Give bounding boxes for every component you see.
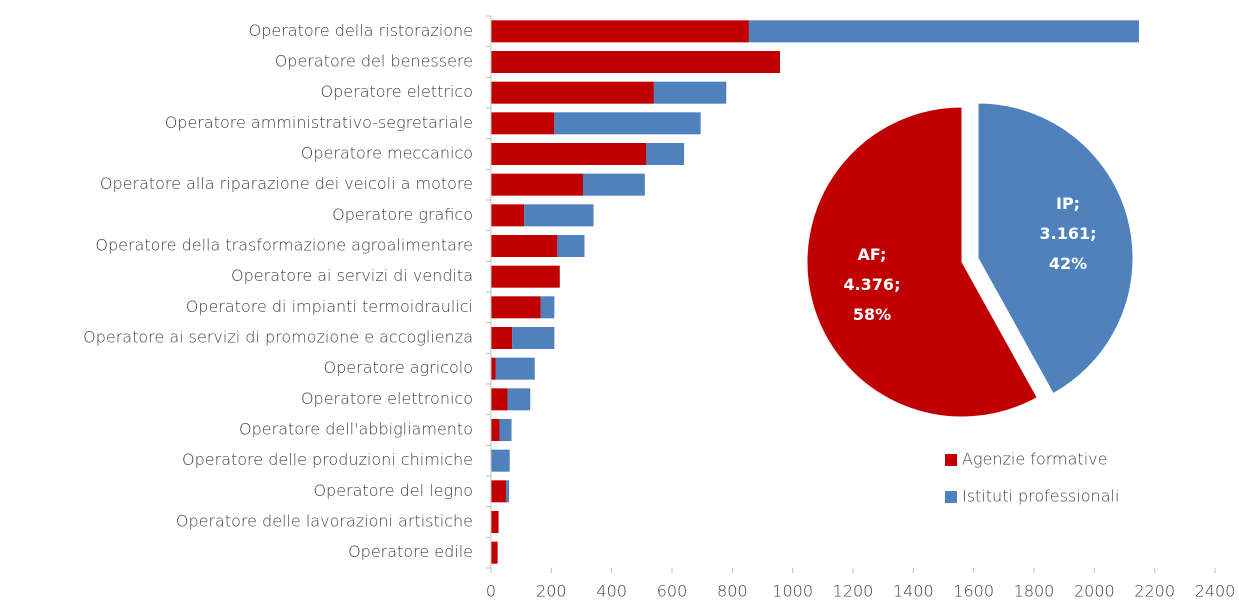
bar (653, 81, 727, 104)
bar (491, 143, 647, 165)
bar (491, 20, 749, 43)
legend-label: Istituti professionali (962, 487, 1119, 506)
pie-label-percent: 42% (1049, 254, 1087, 273)
x-tick-label: 2000 (1074, 582, 1115, 601)
bar (491, 511, 499, 533)
pie-label-value: 3.161; (1040, 224, 1097, 243)
bar (524, 204, 594, 227)
legend-swatch (945, 454, 957, 466)
bar (491, 296, 541, 319)
x-tick-label: 2400 (1195, 582, 1236, 601)
y-tick-label: Operatore elettronico (301, 389, 473, 408)
y-tick-label: Operatore della trasformazione agroalime… (95, 236, 473, 255)
x-tick-label: 2200 (1134, 582, 1175, 601)
y-tick-label: Operatore grafico (332, 205, 473, 224)
bar (491, 51, 780, 73)
y-tick-label: Operatore agricolo (324, 358, 473, 377)
bar (491, 541, 498, 564)
bar (491, 388, 508, 411)
y-tick-label: Operatore alla riparazione dei veicoli a… (100, 174, 473, 193)
bar (491, 173, 584, 196)
bar (491, 357, 496, 380)
bar (491, 204, 525, 227)
pie-label-category: AF; (858, 245, 887, 264)
y-tick-label: Operatore elettrico (321, 82, 473, 101)
bar (583, 173, 645, 196)
bar (491, 449, 510, 472)
x-tick-label: 0 (486, 582, 496, 601)
bar (557, 235, 585, 257)
y-tick-label: Operatore edile (348, 542, 473, 561)
y-tick-label: Operatore dell'abbigliamento (239, 420, 473, 439)
pie-label-percent: 58% (853, 305, 891, 324)
y-tick-label: Operatore meccanico (301, 144, 473, 163)
bar (540, 296, 555, 319)
x-tick-label: 400 (596, 582, 627, 601)
bar (554, 112, 701, 135)
x-tick-label: 200 (536, 582, 567, 601)
x-tick-label: 1000 (772, 582, 813, 601)
x-tick-label: 1200 (833, 582, 874, 601)
bar (499, 419, 512, 441)
x-tick-label: 1400 (893, 582, 934, 601)
y-tick-label: Operatore ai servizi di vendita (231, 266, 473, 285)
bar (491, 81, 654, 104)
bar (491, 112, 555, 135)
bar (495, 357, 535, 380)
pie-label-category: IP; (1056, 194, 1080, 213)
y-tick-label: Operatore delle produzioni chimiche (182, 450, 473, 469)
bar (507, 388, 531, 411)
pie-slice (977, 102, 1134, 395)
bar (506, 480, 510, 503)
y-tick-label: Operatore ai servizi di promozione e acc… (83, 328, 473, 347)
bar (491, 480, 507, 503)
y-tick-label: Operatore della ristorazione (249, 21, 473, 40)
legend-label: Agenzie formative (962, 450, 1107, 469)
x-tick-label: 800 (717, 582, 748, 601)
x-tick-label: 1600 (953, 582, 994, 601)
y-tick-label: Operatore del legno (313, 481, 473, 500)
y-tick-label: Operatore delle lavorazioni artistiche (176, 512, 473, 531)
pie-label-value: 4.376; (843, 275, 900, 294)
y-tick-label: Operatore del benessere (275, 52, 473, 71)
bar (512, 327, 555, 349)
bar (491, 235, 558, 257)
y-tick-label: Operatore di impianti termoidraulici (186, 297, 473, 316)
legend-swatch (945, 491, 957, 503)
bar (646, 143, 685, 165)
y-tick-label: Operatore amministrativo-segretariale (165, 113, 473, 132)
pie-slice (806, 106, 1038, 418)
x-tick-label: 600 (657, 582, 688, 601)
bar (748, 20, 1139, 43)
bar (491, 419, 500, 441)
bar (491, 265, 560, 288)
x-tick-label: 1800 (1014, 582, 1055, 601)
bar (491, 327, 513, 349)
